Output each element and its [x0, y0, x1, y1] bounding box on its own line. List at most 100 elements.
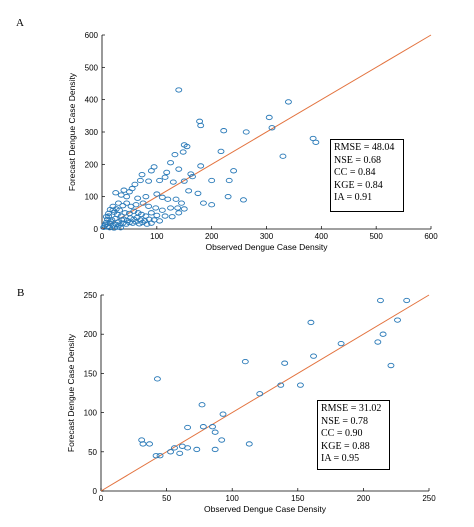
stat-cc: CC = 0.90: [321, 428, 363, 440]
stat-nse: NSE = 0.78: [321, 415, 369, 427]
data-point: [189, 173, 196, 180]
y-tick-label: 600: [85, 31, 99, 40]
data-point: [145, 178, 153, 184]
data-point: [265, 114, 273, 121]
x-tick-label: 100: [150, 232, 164, 241]
y-tick-label: 0: [94, 225, 99, 234]
data-point: [403, 297, 411, 304]
y-tick-label: 250: [84, 291, 98, 300]
data-point: [167, 205, 174, 211]
data-point: [284, 99, 292, 105]
data-point: [175, 87, 183, 93]
data-point: [175, 210, 183, 216]
data-point: [169, 179, 177, 185]
data-point: [153, 212, 161, 219]
y-axis-title: Forecast Dengue Case Density: [66, 333, 76, 452]
data-point: [241, 358, 249, 365]
data-point: [176, 450, 184, 457]
data-point: [167, 160, 174, 166]
data-point: [183, 143, 191, 150]
data-point: [168, 214, 176, 220]
x-tick-label: 150: [291, 494, 305, 503]
chart-a: 0 100 200 300 400 500 600 0 100 200 300 400 500 600 Ob…: [67, 31, 438, 252]
x-tick-label: 400: [315, 232, 329, 241]
x-axis-title: Observed Dengue Case Density: [206, 242, 329, 252]
y-tick-label: 50: [88, 448, 97, 457]
data-point: [242, 129, 250, 135]
data-point: [211, 429, 219, 435]
data-point: [198, 402, 206, 408]
data-point: [208, 202, 216, 208]
data-point: [163, 169, 171, 176]
data-point: [337, 340, 345, 347]
data-point: [180, 206, 188, 212]
data-point: [116, 207, 123, 213]
data-point: [139, 441, 147, 447]
data-point: [147, 220, 155, 226]
data-point: [197, 122, 205, 129]
panel-a-letter: A: [16, 17, 24, 29]
data-point: [120, 187, 128, 193]
data-point: [194, 190, 202, 197]
stat-ia: IA = 0.95: [321, 453, 360, 465]
data-point: [224, 194, 232, 200]
y-tick-label: 0: [93, 487, 98, 496]
y-tick-label: 300: [85, 128, 99, 137]
data-point: [121, 210, 129, 216]
data-point: [125, 210, 133, 217]
data-point: [245, 441, 253, 447]
data-point: [167, 449, 174, 455]
y-tick-label: 500: [85, 63, 99, 72]
data-point: [199, 424, 207, 430]
stat-rmse: RMSE = 48.04: [334, 142, 395, 153]
data-point: [277, 382, 285, 388]
data-point: [161, 213, 169, 219]
data-point: [127, 203, 135, 210]
data-point: [211, 446, 219, 453]
data-point: [394, 317, 401, 323]
data-point: [208, 177, 216, 184]
data-point: [145, 203, 153, 210]
data-point: [377, 297, 384, 304]
data-point: [142, 194, 150, 200]
data-point: [146, 441, 153, 447]
y-tick-label: 100: [85, 193, 99, 202]
y-tick-label: 400: [85, 96, 99, 105]
data-point: [119, 203, 127, 209]
data-point: [101, 221, 109, 228]
data-point: [156, 453, 164, 459]
data-point: [112, 190, 120, 196]
data-point: [175, 166, 183, 172]
data-point: [256, 391, 264, 397]
y-tick-label: 150: [84, 369, 98, 378]
data-point: [172, 196, 180, 202]
stat-nse: NSE = 0.68: [334, 154, 382, 166]
panel-b-letter: B: [17, 287, 25, 299]
data-point: [374, 339, 382, 345]
data-point: [147, 210, 155, 216]
data-point: [281, 360, 289, 366]
x-tick-label: 500: [369, 232, 383, 241]
x-tick-label: 100: [226, 494, 240, 503]
data-point: [296, 382, 304, 388]
data-point: [161, 174, 169, 180]
data-point: [123, 200, 131, 206]
data-point: [164, 196, 172, 202]
data-point: [217, 148, 225, 155]
data-point: [187, 171, 195, 177]
data-point: [196, 118, 204, 124]
data-point: [209, 424, 216, 430]
data-point: [156, 177, 164, 184]
data-point: [105, 210, 113, 217]
x-tick-label: 0: [100, 232, 105, 241]
data-point: [156, 218, 164, 224]
data-point: [307, 319, 315, 326]
data-point: [179, 149, 187, 155]
data-point: [178, 443, 186, 449]
data-point: [184, 424, 192, 431]
x-tick-label: 600: [424, 232, 438, 241]
data-point: [107, 218, 115, 224]
data-point: [230, 168, 238, 174]
data-point: [268, 125, 276, 131]
